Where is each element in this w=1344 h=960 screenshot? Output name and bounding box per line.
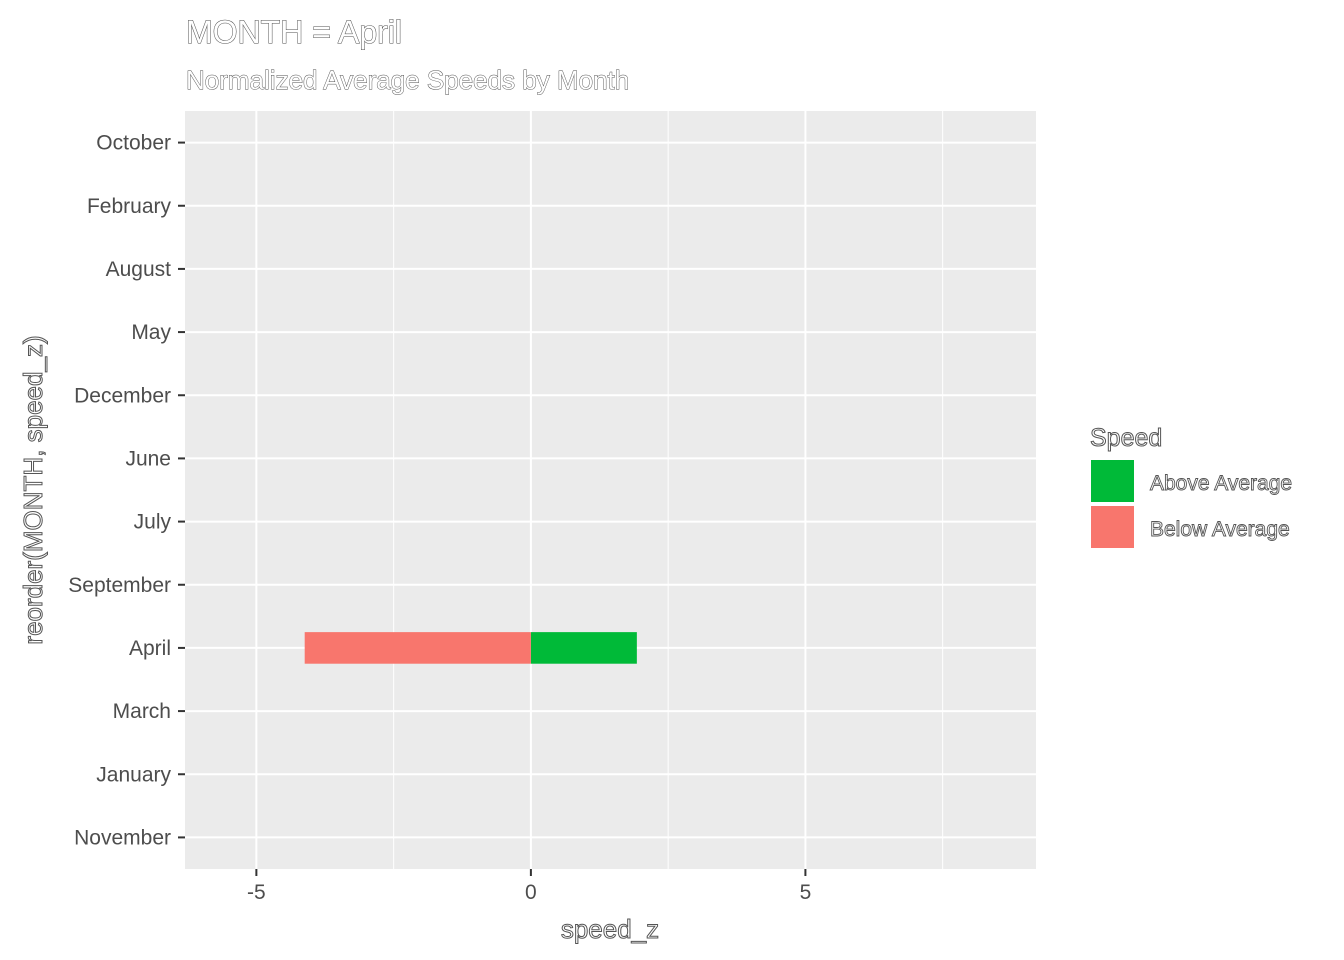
y-tick-label: April: [129, 637, 171, 660]
y-tick-label: June: [125, 447, 171, 470]
major-gridlines: [185, 111, 1036, 869]
y-tick-label: May: [131, 321, 171, 344]
chart-title: MONTH = April: [186, 14, 402, 50]
legend: Speed Above Average Below Average: [1090, 424, 1293, 548]
y-tick-label: July: [134, 511, 172, 534]
bar-below-average-april: [304, 632, 531, 664]
x-axis: -5 0 5: [247, 869, 811, 904]
bar-above-average-april: [530, 632, 637, 664]
legend-key-above-average: [1091, 460, 1134, 502]
y-axis-title: reorder(MONTH, speed_z): [18, 335, 48, 644]
y-tick-label: March: [113, 700, 171, 723]
x-tick-label: 5: [800, 881, 812, 904]
x-tick-label: -5: [247, 881, 266, 904]
x-axis-title: speed_z: [561, 914, 659, 944]
y-tick-label: October: [96, 132, 171, 155]
y-tick-label: February: [87, 195, 172, 218]
plot-panel: [185, 111, 1036, 869]
y-tick-label: August: [106, 258, 172, 281]
y-tick-label: November: [74, 826, 171, 849]
y-axis: October February August May December June July…: [68, 132, 185, 849]
y-tick-label: January: [96, 763, 171, 786]
legend-label-below-average: Below Average: [1150, 518, 1290, 541]
legend-label-above-average: Above Average: [1150, 472, 1292, 495]
x-tick-label: 0: [525, 881, 537, 904]
legend-title: Speed: [1090, 424, 1162, 452]
legend-key-below-average: [1091, 506, 1134, 548]
minor-gridlines: [393, 111, 944, 869]
bar-layer: [304, 632, 637, 664]
y-tick-label: December: [74, 384, 171, 407]
chart-subtitle: Normalized Average Speeds by Month: [186, 65, 629, 95]
y-tick-label: September: [68, 574, 171, 597]
